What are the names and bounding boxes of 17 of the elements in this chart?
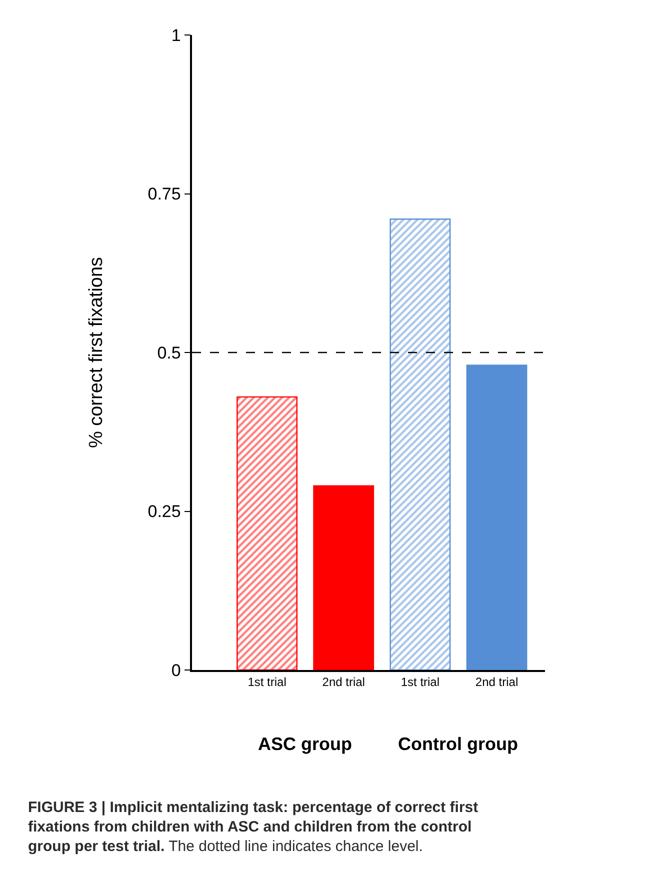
y-tick-label: 0.5 <box>157 343 181 362</box>
x-tick-label: 2nd trial <box>322 675 365 690</box>
x-tick-label: 1st trial <box>400 675 440 690</box>
bar <box>236 396 298 670</box>
y-tick-label: 0.25 <box>148 502 181 522</box>
bar <box>313 485 374 670</box>
text: Control group <box>398 734 518 754</box>
y-axis-title: % correct first fixations <box>86 256 108 448</box>
bar <box>390 218 451 670</box>
bar <box>466 364 528 670</box>
text: ASC group <box>258 734 352 754</box>
caption: FIGURE 3 | Implicit mentalizing task: percentage of correct first fixations from children with ASC and children from the control group per test trial. The dotted line indicates chance level. <box>28 799 478 855</box>
x-tick-label: 2nd trial <box>475 675 518 690</box>
y-tick-label: 0 <box>171 660 181 680</box>
x-tick-label: 1st trial <box>248 675 286 690</box>
y-tick-label: 1 <box>171 26 181 45</box>
y-tick-label: 0.75 <box>148 184 181 204</box>
